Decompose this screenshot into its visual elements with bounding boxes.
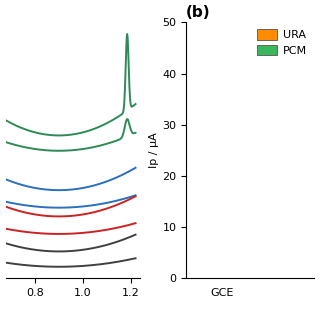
Legend: URA, PCM: URA, PCM [256,28,308,57]
Text: (b): (b) [186,5,211,20]
Y-axis label: Ip / μA: Ip / μA [149,132,159,168]
